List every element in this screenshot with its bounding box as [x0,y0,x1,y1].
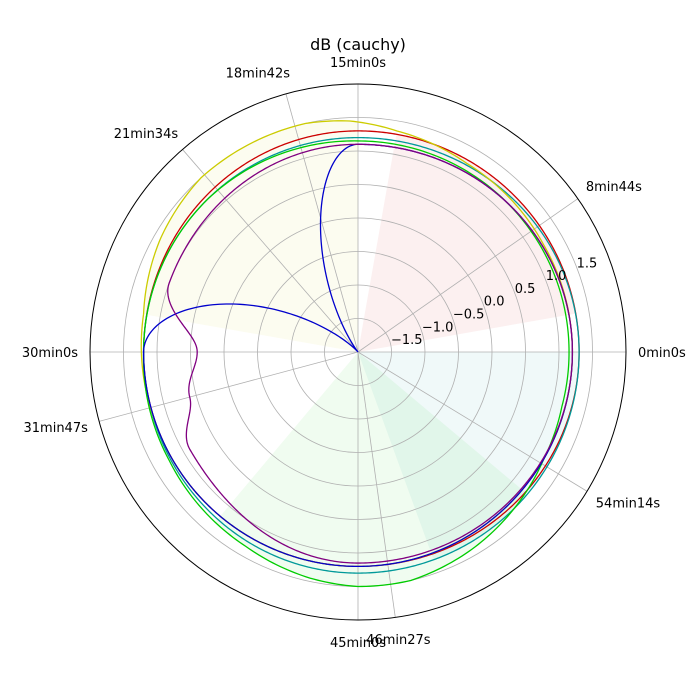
r-tick-label: 1.0 [546,269,567,284]
chart-title: dB (cauchy) [310,35,406,54]
theta-tick-label: 30min0s [22,346,78,361]
r-tick-label: 1.5 [577,256,598,271]
series-fill [358,134,576,352]
theta-grid-spoke [357,198,579,353]
theta-grid-spoke [182,149,359,353]
theta-tick-label: 54min14s [596,497,661,512]
r-tick-label: −0.5 [453,308,485,323]
theta-tick-label: 46min27s [366,633,431,648]
theta-tick-label: 21min34s [114,127,179,142]
theta-grid-spoke [285,93,359,353]
theta-grid-spoke [357,351,396,618]
series-fill [143,120,358,352]
theta-tick-label: 0min0s [638,346,686,361]
r-tick-label: 0.5 [515,282,536,297]
polar-frame [89,83,627,621]
series-line [167,143,574,564]
theta-tick-label: 15min0s [330,56,386,71]
axis-labels: 0min0s 8min44s 15min0s 18min42s 21min34s 30mi… [22,56,686,651]
theta-tick-label: 8min44s [586,180,642,195]
series-fill [215,352,526,587]
series-fill [358,352,580,560]
r-tick-label: −1.5 [391,333,423,348]
r-tick-label: 0.0 [484,295,505,310]
theta-tick-label: 18min42s [226,67,291,82]
series-lines [140,120,580,588]
series-fills [143,120,580,587]
series-fill [337,314,358,352]
theta-grid-spoke [99,351,359,422]
theta-tick-label: 45min0s [330,636,386,651]
theta-grid-spoke [357,351,588,492]
theta-tick-label: 31min47s [24,421,89,436]
polar-grid [90,84,626,620]
r-tick-label: −1.0 [422,320,454,335]
